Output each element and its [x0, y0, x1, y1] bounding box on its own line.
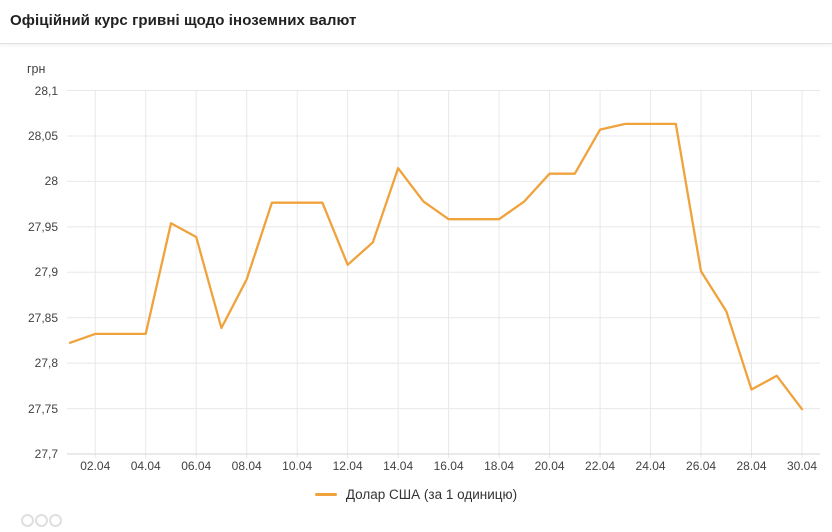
y-tick-label: 28 [44, 174, 58, 189]
exchange-rate-chart: грн 28,1 28,05 28 27,95 27,9 27,85 27,8 27,75 27… [0, 44, 832, 522]
x-tick-label: 06.04 [181, 459, 212, 473]
plot-area [67, 90, 820, 458]
x-tick-label: 26.04 [686, 459, 717, 473]
logo-circle-icon [21, 514, 34, 527]
y-tick-label: 27,75 [27, 401, 58, 416]
logo-circle-icon [35, 514, 48, 527]
x-tick-label: 14.04 [383, 459, 414, 473]
legend-line-swatch [314, 492, 337, 496]
x-tick-label: 24.04 [635, 459, 666, 473]
usd-rate-line [68, 122, 804, 411]
x-tick-label: 30.04 [786, 459, 818, 473]
logo-circle-icon [49, 514, 62, 527]
y-axis-unit-label: грн [27, 62, 46, 76]
legend-label: Долар США (за 1 одиницю) [345, 486, 518, 502]
x-tick-label: 08.04 [231, 459, 262, 473]
x-tick-label: 28.04 [736, 459, 767, 473]
x-tick-label: 20.04 [534, 459, 565, 473]
y-tick-label: 27,95 [27, 219, 58, 234]
y-tick-label: 28,05 [27, 128, 58, 143]
y-tick-label: 27,9 [34, 265, 58, 280]
x-tick-label: 10.04 [282, 459, 313, 473]
y-tick-label: 28,1 [34, 83, 58, 98]
chart-title: Офіційний курс гривні щодо іноземних вал… [10, 12, 357, 29]
y-tick-label: 27,8 [34, 356, 58, 371]
x-tick-label: 12.04 [332, 459, 363, 473]
x-tick-label: 16.04 [433, 459, 464, 473]
x-tick-label: 18.04 [484, 459, 515, 473]
chart-header: Офіційний курс гривні щодо іноземних вал… [0, 0, 832, 44]
x-tick-label: 04.04 [130, 459, 161, 473]
legend-item-usd[interactable]: Долар США (за 1 одиницю) [0, 485, 832, 503]
x-tick-label: 22.04 [585, 459, 616, 473]
clipped-logo [21, 514, 63, 532]
y-tick-label: 27,7 [34, 447, 58, 461]
y-tick-label: 27,85 [27, 310, 58, 325]
x-tick-label: 02.04 [80, 459, 111, 473]
